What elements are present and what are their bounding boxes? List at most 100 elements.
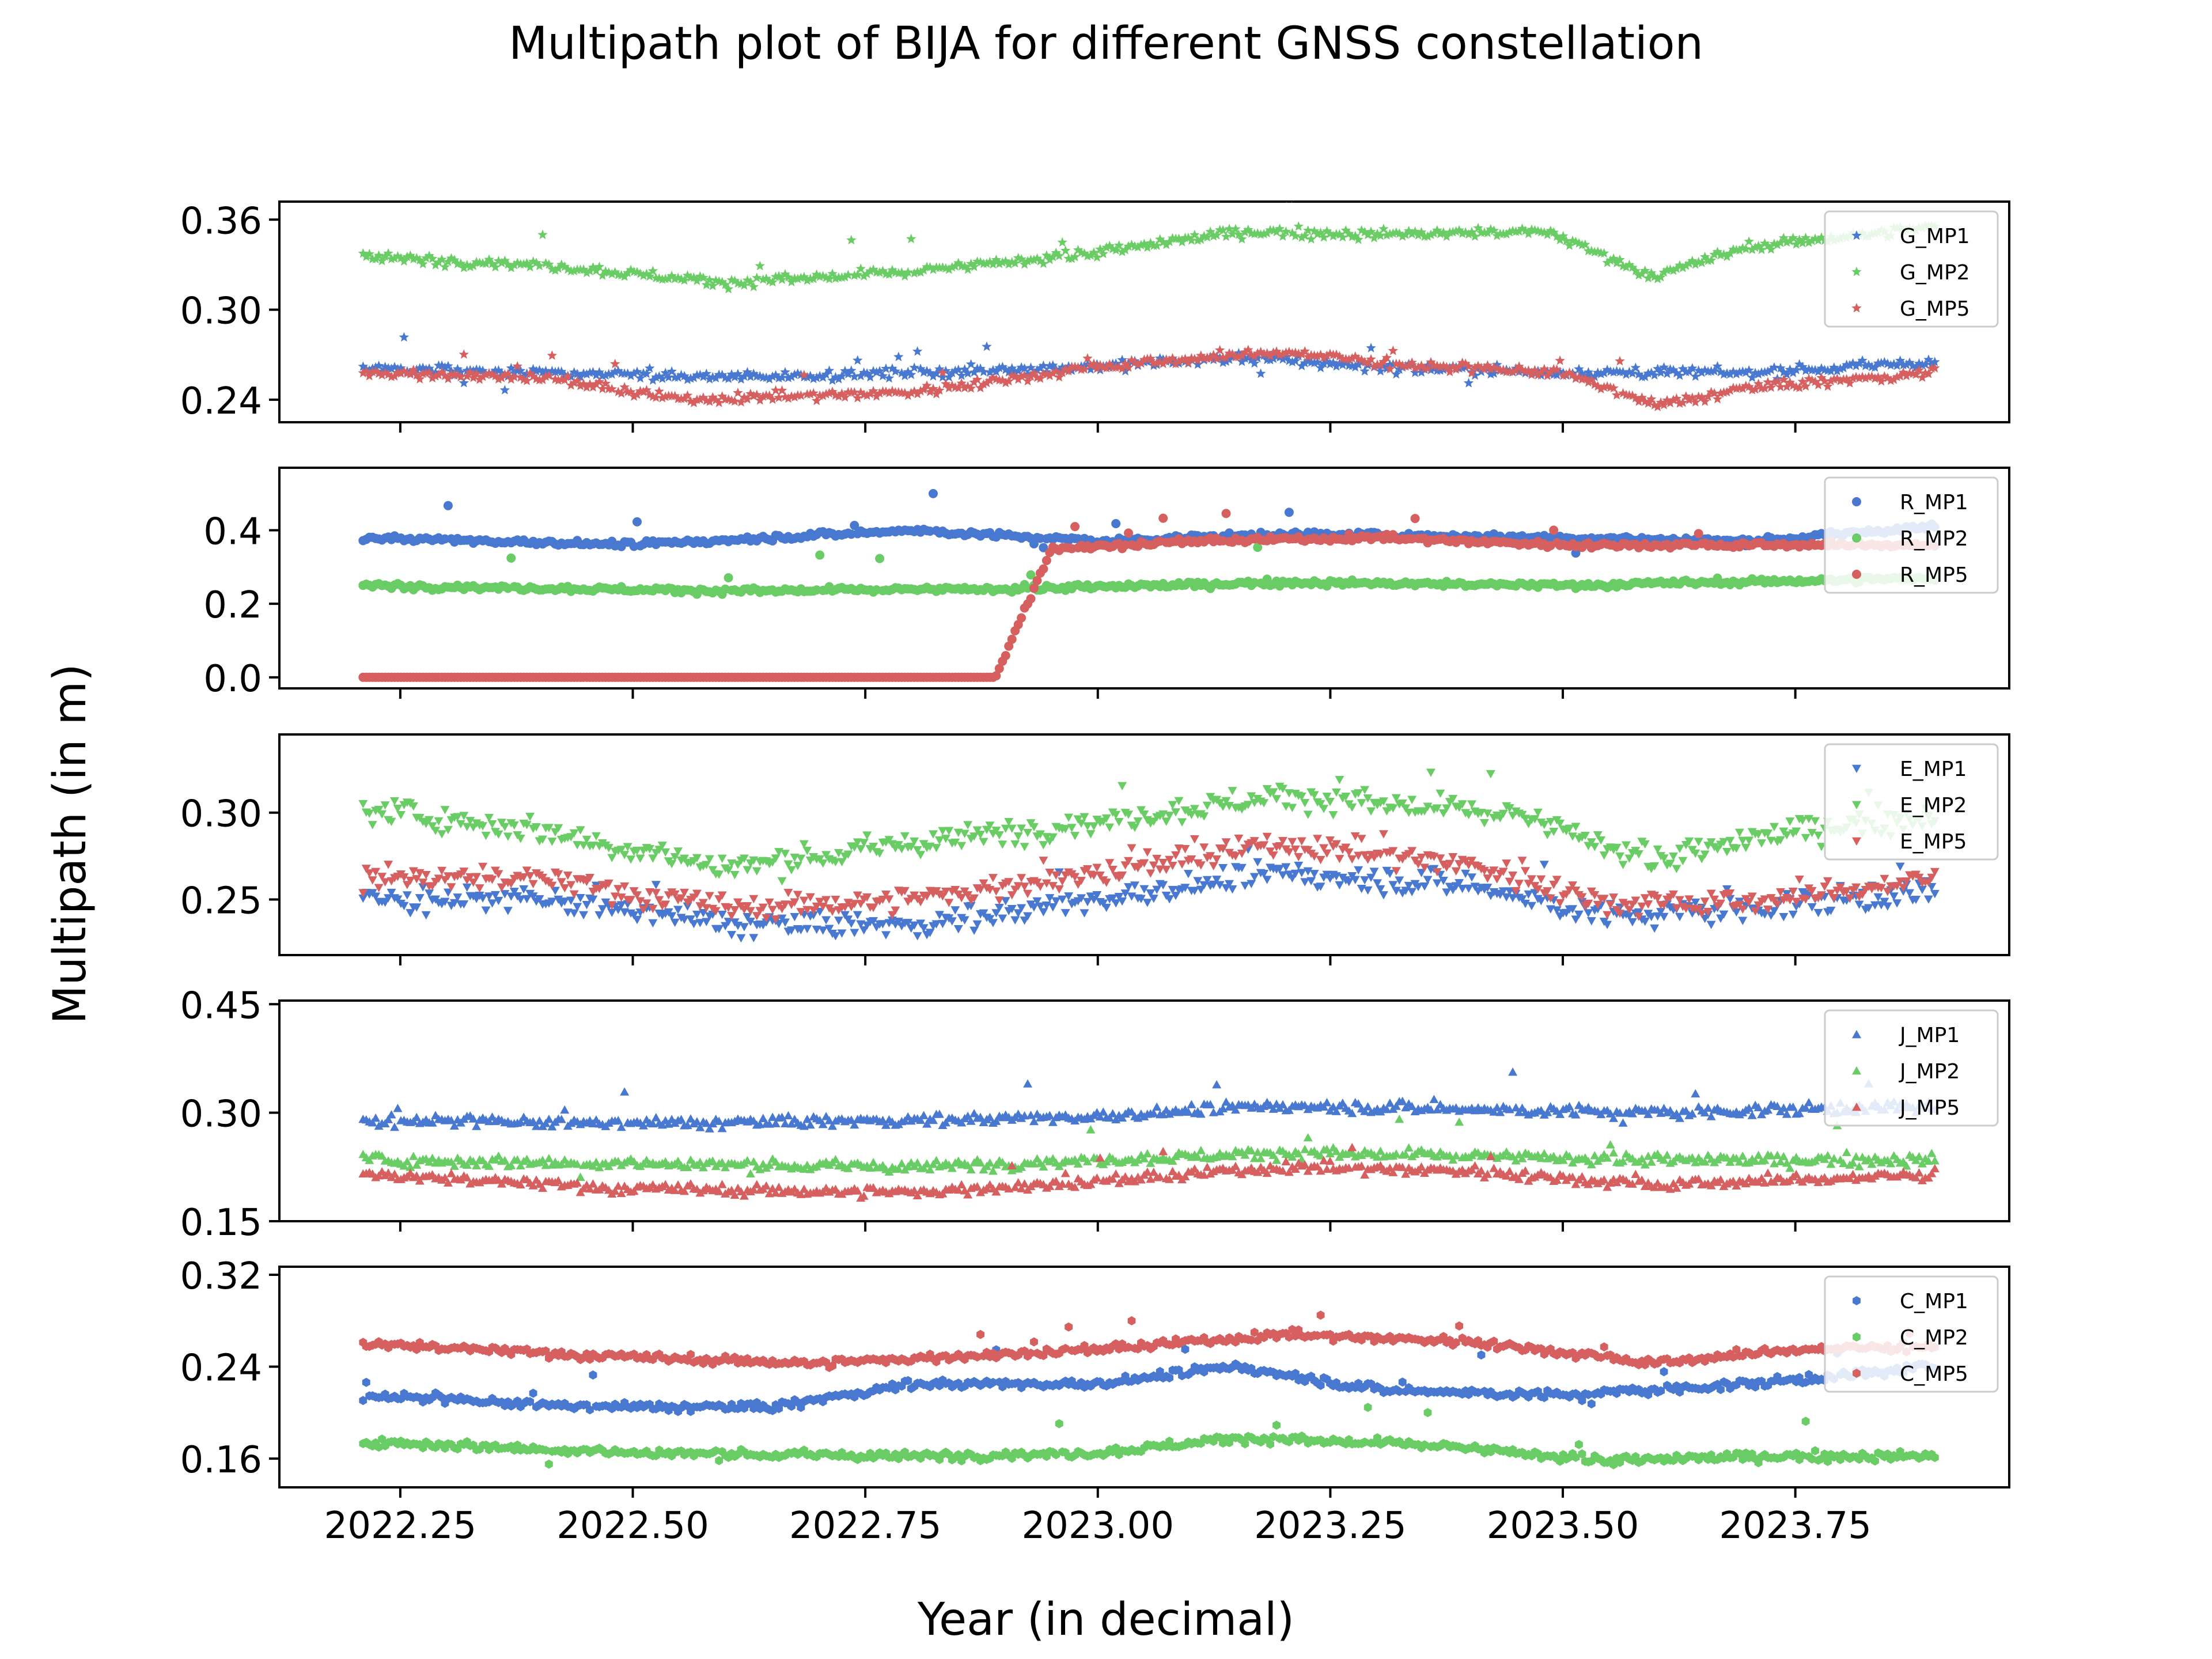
point: [975, 363, 986, 373]
point: [1571, 887, 1581, 895]
point: [1048, 882, 1058, 891]
point: [632, 891, 642, 900]
point: [805, 370, 816, 381]
point: [635, 268, 646, 278]
point: [1202, 232, 1213, 242]
point: [1467, 368, 1477, 378]
point: [887, 385, 897, 396]
point: [1467, 857, 1477, 865]
point: [1403, 361, 1414, 370]
point: [1300, 358, 1310, 368]
point: [1558, 230, 1569, 241]
point: [998, 840, 1007, 849]
point: [963, 891, 973, 900]
point: [641, 385, 652, 395]
point: [1416, 367, 1427, 377]
point: [443, 501, 453, 510]
point: [1753, 369, 1764, 379]
point: [1158, 881, 1168, 889]
point: [443, 373, 453, 384]
y-tick-label: 0.0: [203, 658, 262, 700]
point: [1866, 371, 1877, 381]
point: [1328, 230, 1339, 241]
point: [1039, 543, 1048, 552]
point: [767, 394, 778, 404]
point: [676, 1115, 686, 1123]
point: [743, 902, 752, 911]
point: [1775, 237, 1786, 247]
point: [638, 1121, 648, 1130]
point: [610, 358, 620, 369]
point: [855, 387, 866, 397]
point: [1007, 891, 1017, 900]
point: [1621, 262, 1631, 272]
point: [1498, 809, 1508, 819]
point: [1117, 247, 1127, 256]
point: [1287, 804, 1297, 812]
point: [1218, 357, 1228, 368]
point: [1694, 905, 1703, 914]
point: [1309, 357, 1320, 368]
point: [972, 374, 983, 384]
point: [984, 256, 995, 267]
point: [1555, 899, 1565, 908]
point: [1574, 910, 1584, 919]
point: [365, 869, 374, 878]
point: [651, 889, 661, 897]
point: [1281, 347, 1291, 357]
point: [789, 392, 800, 402]
point: [1123, 362, 1134, 372]
point: [1769, 362, 1779, 372]
point: [635, 897, 645, 906]
point: [465, 817, 475, 825]
point: [1196, 861, 1206, 870]
point: [1782, 237, 1792, 247]
point: [1469, 370, 1480, 380]
point: [468, 1114, 478, 1123]
point: [1230, 224, 1241, 234]
point: [440, 370, 450, 380]
point: [748, 391, 759, 400]
point: [1058, 895, 1067, 904]
point: [1022, 256, 1033, 266]
point: [1463, 229, 1474, 239]
point: [1099, 899, 1108, 908]
point: [1584, 899, 1593, 908]
point: [1732, 844, 1741, 853]
point: [764, 898, 774, 907]
point: [802, 275, 812, 285]
point: [1753, 378, 1764, 388]
point: [1565, 824, 1574, 833]
point: [692, 854, 702, 863]
point: [666, 366, 677, 376]
point: [1608, 382, 1619, 393]
point: [965, 258, 976, 268]
point: [358, 889, 368, 897]
point: [840, 366, 850, 376]
point: [1461, 869, 1471, 878]
point: [1237, 350, 1247, 360]
point: [827, 387, 838, 396]
point: [632, 366, 642, 376]
point: [781, 918, 790, 927]
point: [748, 282, 759, 291]
point: [1615, 355, 1625, 366]
point: [704, 374, 715, 384]
point: [1113, 240, 1124, 250]
point: [1590, 891, 1600, 900]
point: [544, 1115, 554, 1123]
point: [994, 362, 1005, 373]
point: [1413, 230, 1423, 240]
point: [628, 368, 639, 378]
point: [1237, 849, 1247, 858]
point: [831, 858, 840, 867]
point: [478, 894, 488, 903]
point: [1911, 362, 1921, 373]
point: [890, 366, 901, 376]
point: [575, 380, 586, 391]
legend-label: R_MP5: [1900, 563, 1968, 587]
point: [918, 384, 929, 394]
point: [1017, 874, 1027, 882]
